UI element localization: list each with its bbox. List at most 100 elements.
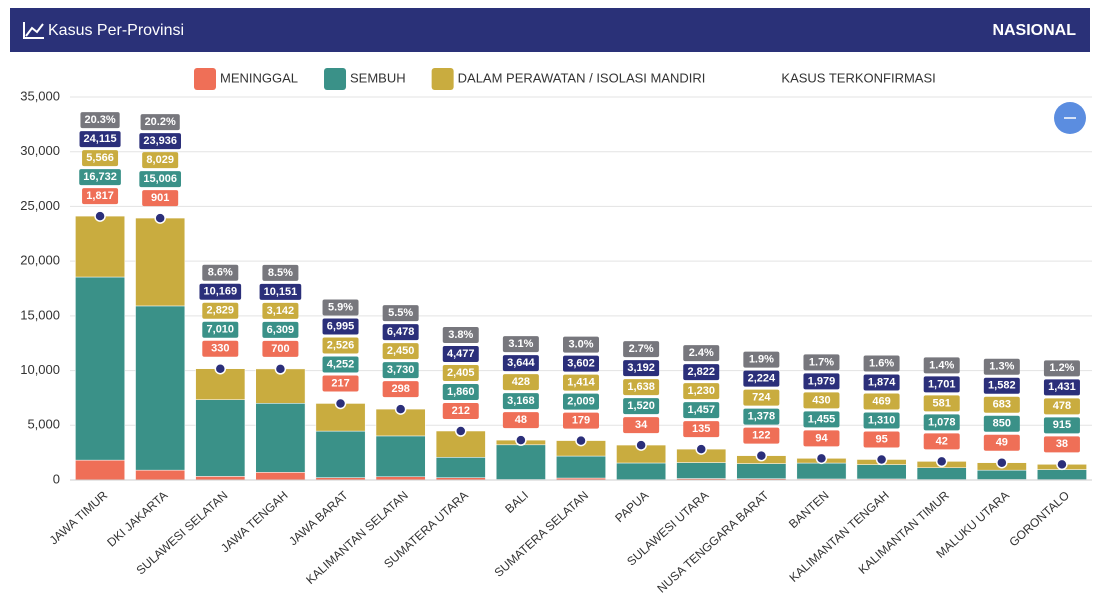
x-tick-label: NUSA TENGGARA BARAT (654, 488, 772, 596)
data-label-text: 95 (875, 433, 887, 445)
data-label: 469 (863, 393, 900, 410)
data-label: 38 (1043, 436, 1080, 453)
data-label: 1,701 (923, 376, 960, 393)
data-label-text: 1,414 (567, 376, 595, 388)
data-label-box (803, 411, 840, 428)
bar-segment (255, 472, 306, 481)
share-label: 1.6% (863, 355, 900, 372)
data-label-box (139, 171, 182, 188)
data-label-text: 1,979 (808, 375, 836, 387)
data-label-box (142, 190, 179, 207)
data-label: 3,192 (623, 360, 660, 377)
data-label: 24,115 (79, 131, 121, 148)
share-label-text: 5.9% (328, 301, 353, 313)
y-tick-label: 10,000 (20, 362, 60, 377)
data-label: 95 (863, 431, 900, 448)
data-label: 1,455 (803, 411, 840, 428)
data-label: 1,874 (863, 374, 900, 391)
legend-swatch (324, 68, 347, 90)
data-label-text: 122 (752, 430, 770, 442)
data-label-box (322, 337, 359, 354)
data-label-box (199, 283, 242, 300)
data-label-box (1043, 379, 1080, 396)
bar-segment (856, 464, 907, 480)
data-label-box (863, 412, 900, 429)
data-label-box (139, 133, 182, 150)
data-label: 2,822 (683, 364, 720, 381)
data-label-box (563, 393, 599, 410)
collapse-button[interactable] (1054, 102, 1086, 134)
data-label-box (322, 318, 359, 335)
share-label: 3.8% (442, 327, 479, 344)
data-label-text: 2,829 (207, 305, 235, 317)
data-label-text: 5,566 (86, 152, 114, 164)
data-label: 212 (442, 403, 479, 420)
total-point (1056, 458, 1068, 471)
data-label-box (442, 403, 479, 420)
data-label: 1,860 (442, 384, 479, 401)
share-label: 5.5% (382, 305, 419, 322)
data-label-text: 1,431 (1048, 381, 1076, 393)
total-point (455, 425, 467, 437)
data-label-box (563, 374, 599, 391)
x-tick-label: PAPUA (612, 488, 651, 525)
data-label: 1,310 (863, 412, 900, 429)
data-label: 1,431 (1043, 379, 1080, 396)
data-label: 122 (743, 427, 780, 444)
share-label: 1.2% (1043, 360, 1080, 377)
total-point (695, 443, 707, 455)
share-label-text: 1.3% (989, 361, 1014, 373)
data-label: 1,078 (923, 414, 960, 431)
data-label-box (623, 417, 660, 434)
data-label: 6,309 (262, 321, 299, 338)
data-label: 1,979 (803, 373, 840, 390)
share-label-box (322, 299, 359, 316)
data-label-text: 38 (1056, 438, 1068, 450)
x-tick-label: JAWA TIMUR (47, 488, 111, 547)
data-label-text: 10,151 (264, 286, 298, 298)
share-label-text: 5.5% (388, 307, 413, 319)
data-label-text: 1,230 (687, 385, 715, 397)
data-label-box (259, 283, 302, 300)
data-label-text: 478 (1053, 400, 1071, 412)
data-label: 1,378 (743, 408, 780, 425)
data-label-text: 24,115 (84, 133, 117, 145)
share-label-box (683, 345, 720, 362)
total-point (154, 212, 166, 224)
bar-segment (435, 457, 486, 478)
total-point (996, 456, 1008, 469)
share-label-text: 1.2% (1049, 362, 1074, 374)
share-label-text: 3.0% (568, 338, 593, 350)
bar-segment (135, 217, 186, 307)
bar-segment (556, 455, 606, 479)
data-label-box (1043, 417, 1080, 434)
data-label: 2,224 (743, 370, 780, 387)
data-label-text: 179 (572, 414, 590, 426)
data-label: 1,582 (983, 377, 1020, 394)
data-label: 23,936 (139, 133, 182, 150)
data-label: 4,252 (322, 356, 359, 373)
data-label: 8,029 (142, 152, 179, 169)
share-label-text: 1.4% (929, 359, 954, 371)
header-title: Kasus Per-Provinsi (48, 22, 184, 39)
data-label-box (563, 355, 599, 372)
data-label: 48 (502, 412, 539, 429)
data-label-box (923, 433, 960, 450)
data-label-box (803, 373, 840, 390)
data-label-text: 1,078 (928, 416, 956, 428)
total-point (94, 210, 106, 222)
data-label-text: 15,006 (143, 173, 177, 185)
data-label-text: 135 (692, 423, 710, 435)
data-label-text: 430 (812, 394, 830, 406)
x-tick-label: GORONTALO (1006, 488, 1072, 549)
data-label-text: 3,192 (627, 362, 655, 374)
data-label-box (683, 383, 720, 400)
data-label-box (983, 396, 1020, 413)
share-label-text: 2.4% (689, 347, 714, 359)
data-label-box (743, 408, 780, 425)
data-label-text: 6,309 (267, 324, 295, 336)
data-label-text: 850 (993, 418, 1011, 430)
data-label: 3,168 (502, 393, 539, 410)
total-point (935, 455, 948, 468)
data-label: 3,602 (563, 355, 599, 372)
